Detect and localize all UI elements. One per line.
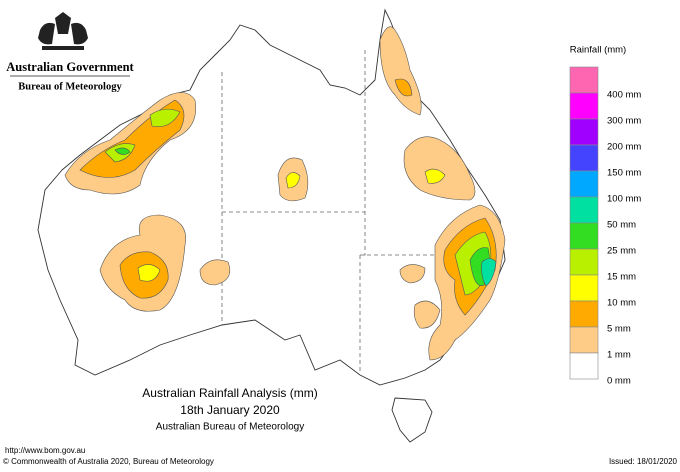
footer-url: http://www.bom.gov.au [5,446,85,455]
caption-title: Australian Rainfall Analysis (mm) [142,386,317,400]
rain-area [424,168,446,184]
caption-date: 18th January 2020 [180,403,280,417]
footer-issued: Issued: 18/01/2020 [609,457,678,466]
legend-swatch [569,118,599,146]
legend-swatch [569,300,599,328]
legend-label: 1 mm [607,350,631,361]
legend-label: 150 mm [607,168,641,179]
state-border [221,50,438,372]
legend-label: 5 mm [607,324,631,335]
rain-area [394,78,413,97]
government-name: Australian Government [6,60,134,74]
legend-swatch [569,326,599,354]
legend-label: 15 mm [607,272,636,283]
rain-area [199,259,231,286]
legend-swatch [569,66,599,94]
legend-swatch [569,144,599,172]
legend-swatch [569,196,599,224]
legend-label: 10 mm [607,298,636,309]
footer-copyright: © Commonwealth of Australia 2020, Bureau… [3,457,214,466]
rain-area [137,264,161,282]
legend-swatch [569,170,599,198]
map [37,8,506,443]
legend-label: 400 mm [607,90,641,101]
legend-swatch [569,274,599,302]
legend-label: 50 mm [607,220,636,231]
legend-label: 200 mm [607,142,641,153]
rain-area [399,264,441,329]
legend-label: 100 mm [607,194,641,205]
crest [38,12,88,50]
rain-area [114,147,131,155]
bureau-name: Bureau of Meteorology [18,81,122,92]
legend: 400 mm 300 mm 200 mm 150 mm 100 mm 50 mm 25 mm… [569,66,641,387]
legend-swatch [569,92,599,120]
legend-swatch [569,222,599,250]
caption-source: Australian Bureau of Meteorology [156,422,304,433]
legend-title: Rainfall (mm) [570,45,626,56]
legend-swatch [569,248,599,276]
rain-area [403,136,476,201]
legend-label: 0 mm [607,376,631,387]
legend-label: 300 mm [607,116,641,127]
tasmania [391,397,433,443]
legend-swatch [569,352,599,380]
legend-label: 25 mm [607,246,636,257]
rain-area [285,172,301,189]
rain-area [481,258,497,287]
